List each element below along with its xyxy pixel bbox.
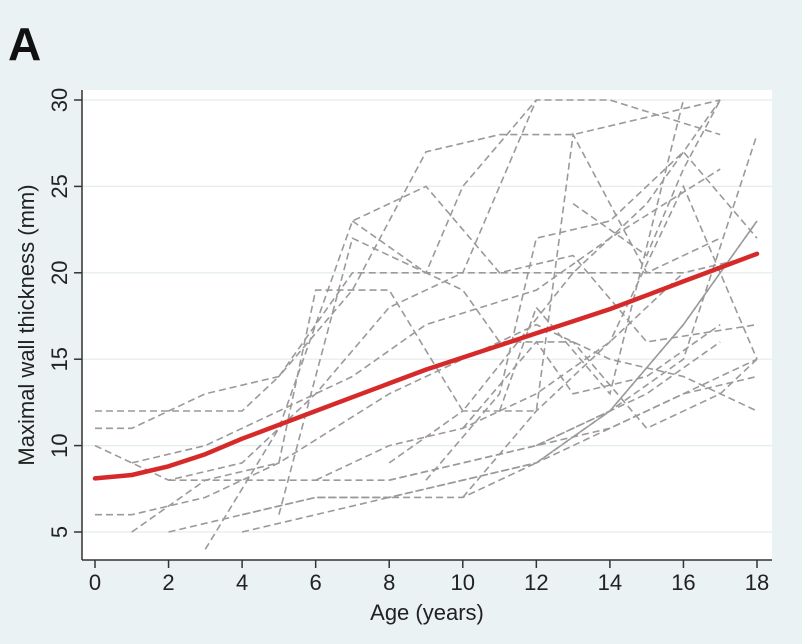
panel-letter: A: [8, 18, 41, 70]
series-line-17: [425, 150, 758, 481]
y-tick-label: 10: [47, 433, 72, 457]
series-line-5: [131, 168, 721, 464]
y-axis-ticks: 5 10 15 20 25 30: [47, 88, 82, 538]
series-line-9: [204, 185, 758, 550]
y-tick-label: 20: [47, 261, 72, 285]
y-tick-label: 25: [47, 174, 72, 198]
x-axis-ticks: 0 2 4 6 8 10 12 14 16 18: [89, 560, 769, 595]
series-line-22: [572, 99, 721, 257]
x-tick-label: 0: [89, 570, 101, 595]
series-line-19: [462, 323, 721, 429]
series-line-10: [241, 220, 758, 533]
series-line-16: [388, 132, 721, 464]
series-line-8: [131, 99, 721, 533]
x-tick-label: 6: [310, 570, 322, 595]
x-axis-title: Age (years): [370, 600, 484, 625]
x-tick-label: 8: [383, 570, 395, 595]
x-tick-label: 2: [162, 570, 174, 595]
x-tick-label: 18: [745, 570, 769, 595]
mean-curve: [92, 251, 760, 481]
series-line-20: [498, 99, 685, 412]
series-line-12: [278, 99, 721, 515]
y-tick-label: 30: [47, 88, 72, 112]
series-line-15: [389, 375, 758, 481]
series-line-21: [535, 220, 758, 447]
individual-lines: [94, 99, 758, 550]
y-tick-label: 5: [47, 526, 72, 538]
series-line-18: [462, 184, 758, 498]
series-line-1: [95, 254, 758, 412]
y-tick-label: 15: [47, 347, 72, 371]
x-tick-label: 4: [236, 570, 248, 595]
x-tick-label: 12: [524, 570, 548, 595]
x-tick-label: 10: [451, 570, 475, 595]
x-tick-label: 14: [598, 570, 622, 595]
x-tick-label: 16: [671, 570, 695, 595]
series-line-13: [315, 272, 684, 481]
series-line-2: [95, 99, 721, 430]
y-axis-title: Maximal wall thickness (mm): [14, 184, 39, 465]
plot-area: [82, 90, 772, 560]
